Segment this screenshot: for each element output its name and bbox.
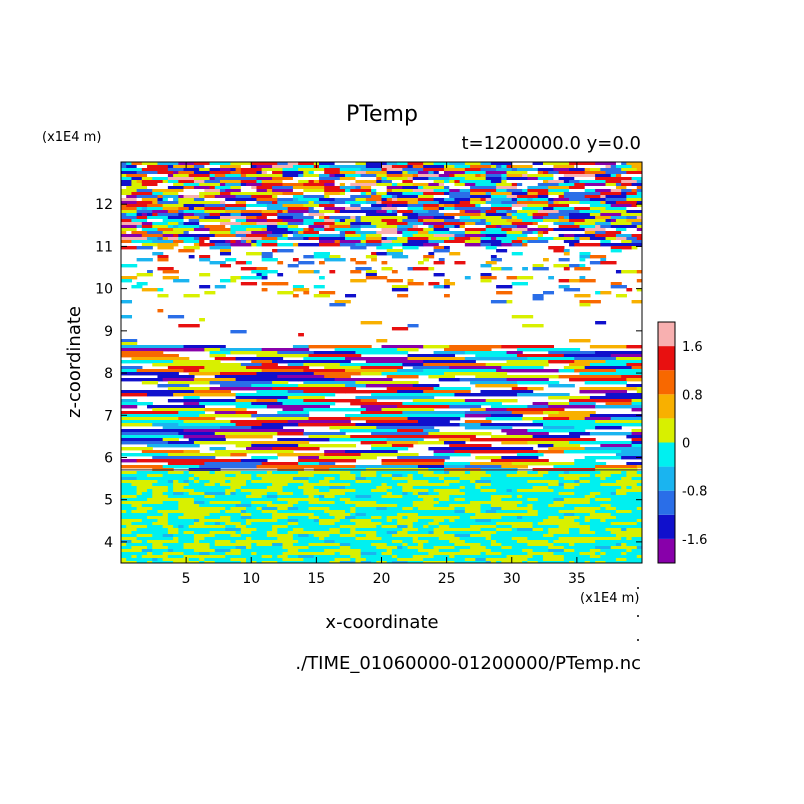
colorbar: -1.6 -0.8 0 0.8 1.6 [657,321,707,564]
x-tick-label: 5 [182,571,191,587]
colorbar-tick-label: 1.6 [682,340,703,355]
y-axis: 4 5 6 7 8 9 10 11 12 [95,197,642,551]
x-tick-label: 10 [242,571,260,587]
x-tick-label: 25 [438,571,456,587]
colorbar-tick-label: 0 [682,437,690,452]
y-tick-label: 9 [104,324,113,340]
colorbar-tick-label: -0.8 [682,485,707,500]
chart-subtitle: t=1200000.0 y=0.0 [461,133,641,154]
y-tick-label: 11 [95,239,113,255]
heatmap-field [121,162,642,563]
y-unit-label: (x1E4 m) [42,130,101,145]
y-tick-label: 12 [95,197,113,213]
x-tick-label: 35 [568,571,586,587]
colorbar-segment [658,538,675,563]
y-tick-label: 4 [104,535,113,551]
colorbar-segment [658,322,675,347]
chart-title: PTemp [346,102,418,127]
corner-dot-3 [637,639,639,641]
y-tick-label: 10 [95,282,113,298]
x-axis-label: x-coordinate [325,612,438,633]
y-axis-label: z-coordinate [64,306,85,418]
colorbar-segment [658,346,675,371]
colorbar-tick-label: 0.8 [682,388,703,403]
source-file-label: ./TIME_01060000-01200000/PTemp.nc [295,653,641,674]
x-tick-label: 20 [373,571,391,587]
colorbar-segment [658,418,675,443]
x-axis: 5 10 15 20 25 30 35 [182,162,586,587]
y-tick-label: 8 [104,366,113,382]
y-tick-label: 6 [104,450,113,466]
y-tick-label: 5 [104,493,113,509]
colorbar-segment [658,490,675,515]
colorbar-segment [658,514,675,539]
corner-dot-1 [637,587,639,589]
x-tick-label: 30 [503,571,521,587]
corner-dot-2 [637,615,639,617]
colorbar-segment [658,442,675,467]
colorbar-frame [657,321,676,564]
y-tick-label: 7 [104,408,113,424]
colorbar-segment [658,370,675,395]
colorbar-segment [658,394,675,419]
colorbar-tick-label: -1.6 [682,533,707,548]
x-tick-label: 15 [307,571,325,587]
colorbar-segment [658,466,675,491]
x-unit-label: (x1E4 m) [580,591,639,606]
